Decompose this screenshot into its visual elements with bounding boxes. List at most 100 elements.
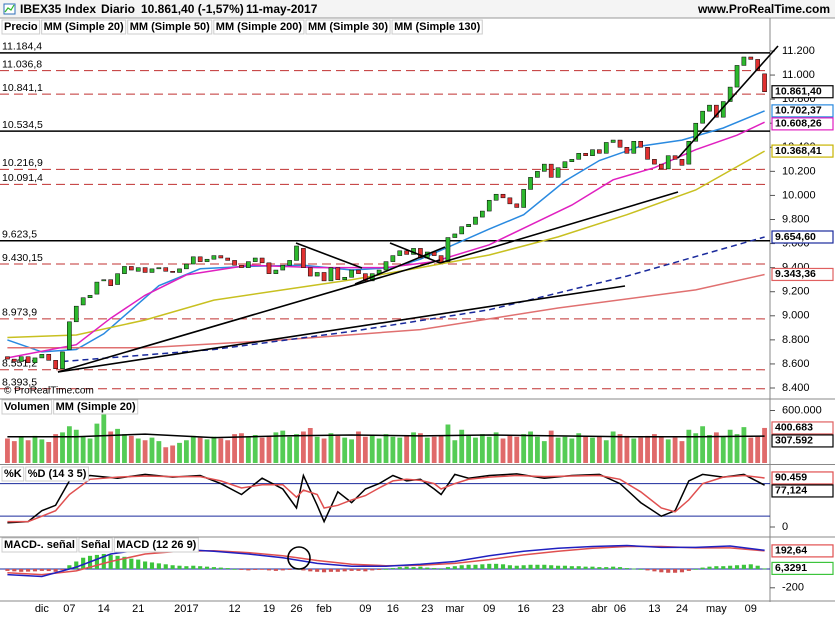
value-marker-label: 307.592: [775, 435, 813, 447]
y-tick-label: 8.600: [782, 358, 810, 370]
candle-body: [60, 351, 65, 370]
volume-bar: [507, 435, 513, 463]
histogram-bar: [211, 567, 216, 569]
date: 11-may-2017: [246, 2, 318, 16]
candle-body: [204, 258, 210, 262]
series-line: [7, 150, 765, 339]
volume-bar: [342, 437, 348, 463]
x-tick-label: 09: [745, 603, 757, 615]
candle-body: [535, 171, 540, 178]
legend-box: [113, 537, 199, 553]
histogram-bar: [459, 565, 464, 569]
value-marker-box: [771, 434, 834, 448]
value-marker-box: [771, 267, 834, 282]
volume-bar: [80, 436, 86, 463]
level-label: 9.430,15: [2, 252, 43, 264]
histogram-bar: [707, 566, 712, 569]
histogram-bar: [225, 568, 230, 569]
volume-bar: [335, 435, 341, 463]
candle-body: [555, 167, 561, 178]
histogram-bar: [377, 569, 382, 570]
candle-body: [239, 264, 244, 268]
candle-body: [87, 295, 93, 298]
volume-bar: [197, 437, 203, 463]
histogram-bar: [101, 553, 106, 569]
x-tick-label: mar: [445, 603, 464, 615]
legend-box: [53, 399, 139, 415]
histogram-bar: [762, 568, 767, 570]
histogram-bar: [328, 569, 334, 572]
volume-bar: [500, 438, 506, 463]
histogram-bar: [260, 569, 265, 570]
histogram-bar: [177, 565, 182, 569]
histogram-bar: [273, 569, 278, 571]
histogram-bar: [204, 566, 210, 569]
volume-bar: [727, 429, 733, 463]
histogram-bar: [755, 565, 760, 569]
value-marker-label: 10.861,40: [775, 86, 822, 98]
candle-body: [707, 104, 712, 112]
volume-bar: [300, 431, 306, 463]
value-marker-label: 10.702,37: [775, 105, 822, 117]
volume-bar: [53, 434, 59, 463]
candle-body: [590, 149, 595, 156]
volume-bar: [424, 437, 430, 463]
candle-body: [184, 263, 189, 270]
histogram-bar: [693, 569, 698, 570]
candle-body: [473, 216, 478, 225]
volume-bar: [555, 437, 561, 463]
legend-box: [41, 19, 127, 35]
candle-body: [122, 266, 127, 274]
candle-body: [225, 257, 231, 261]
histogram-bar: [631, 568, 636, 570]
volume-bar: [5, 438, 10, 463]
candle-body: [383, 261, 389, 271]
histogram-bar: [679, 569, 685, 573]
x-tick-label: 09: [359, 603, 371, 615]
histogram-bar: [549, 565, 554, 569]
candle-body: [693, 122, 699, 142]
volume-bar: [569, 438, 575, 463]
histogram-bar: [149, 562, 155, 569]
candle-body: [80, 297, 86, 306]
candle-body: [727, 86, 733, 102]
volume-bar: [486, 436, 492, 463]
volume-bar: [514, 436, 520, 463]
candle-body: [493, 193, 499, 201]
quote: 10.861,40 (-1,57%): [141, 2, 244, 16]
volume-bar: [149, 437, 155, 463]
histogram-bar: [728, 565, 733, 569]
candle-body: [603, 142, 609, 154]
x-tick-label: 2017: [174, 603, 198, 615]
value-marker-label: 9.654,60: [775, 231, 816, 243]
histogram-bar: [645, 569, 650, 571]
candle-body: [610, 139, 616, 143]
volume-bar: [576, 433, 582, 463]
x-tick-label: may: [706, 603, 727, 615]
histogram-bar: [383, 569, 389, 570]
volume-bar: [603, 440, 609, 463]
y-tick-label: 11.000: [782, 69, 815, 81]
symbol-icon-line: [4, 4, 15, 13]
volume-bar: [473, 437, 478, 463]
x-tick-label: 07: [63, 603, 75, 615]
volume-bar: [748, 437, 754, 463]
candle-body: [631, 141, 637, 154]
histogram-bar: [390, 568, 395, 569]
volume-bar: [672, 437, 678, 463]
volume-bar: [390, 436, 396, 463]
histogram-bar: [280, 569, 285, 571]
histogram-bar: [191, 565, 196, 569]
candle-body: [507, 197, 513, 205]
histogram-bar: [583, 566, 588, 569]
candle-body: [53, 360, 58, 370]
x-tick-label: dic: [35, 603, 50, 615]
volume-bar: [734, 434, 740, 463]
volume-bar: [252, 435, 258, 463]
y-tick-label: -200: [782, 582, 804, 594]
volume-bar: [115, 428, 120, 463]
level-label: 11.184,4: [2, 41, 42, 53]
volume-bar: [362, 436, 368, 463]
volume-bar: [624, 435, 630, 463]
value-marker-box: [771, 117, 834, 131]
